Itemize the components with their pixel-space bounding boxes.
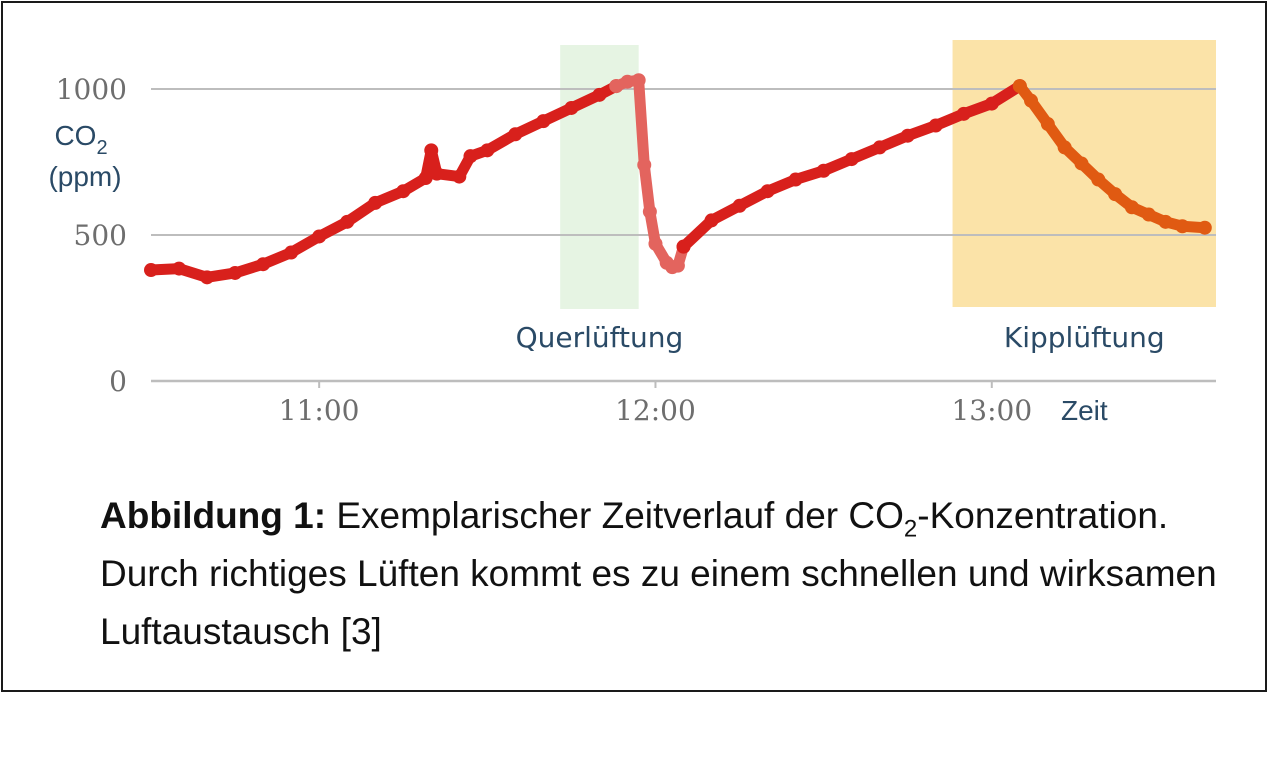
- data-point: [620, 74, 635, 89]
- caption-text-start: Exemplarischer Zeitverlauf der CO: [326, 495, 904, 536]
- data-point: [1197, 220, 1212, 235]
- data-point: [631, 73, 646, 88]
- data-point: [637, 157, 652, 172]
- x-tick-label: 12:00: [615, 394, 696, 427]
- data-point: [648, 236, 663, 251]
- data-point: [172, 261, 187, 276]
- data-point: [1091, 172, 1106, 187]
- data-point: [732, 198, 747, 213]
- data-point: [463, 149, 478, 164]
- data-point: [284, 245, 299, 260]
- data-point: [1074, 156, 1089, 171]
- data-point: [704, 213, 719, 228]
- data-point: [609, 79, 624, 94]
- data-point: [900, 128, 915, 143]
- data-point: [788, 172, 803, 187]
- data-point: [760, 184, 775, 199]
- data-point: [418, 171, 433, 186]
- series-line-1: [145, 80, 622, 283]
- data-point: [670, 258, 685, 273]
- caption-text-end: -Konzentration. Durch richtiges Lüften k…: [100, 495, 1217, 652]
- data-point: [200, 270, 215, 285]
- y-axis-label-unit: (ppm): [48, 161, 121, 192]
- data-point: [452, 169, 467, 184]
- data-point: [1124, 200, 1139, 215]
- data-point: [642, 204, 657, 219]
- data-point: [256, 257, 271, 272]
- data-point: [1108, 187, 1123, 202]
- figure-frame: Querlüftung Kipplüftung 0 500 1000 11:00 12:0…: [1, 1, 1267, 692]
- data-point: [480, 143, 495, 158]
- x-tick-label: 11:00: [279, 394, 360, 427]
- data-point: [984, 96, 999, 111]
- band-label-2: Kipplüftung: [1004, 321, 1165, 354]
- y-axis-label-co2: CO2: [54, 120, 107, 159]
- data-point: [312, 229, 327, 244]
- data-point: [1175, 219, 1190, 234]
- data-point: [429, 166, 444, 181]
- data-point: [368, 195, 383, 210]
- data-point: [956, 106, 971, 121]
- co2-line-chart: Querlüftung Kipplüftung 0 500 1000 11:00 12:0…: [48, 40, 1216, 427]
- data-point: [1057, 140, 1072, 155]
- data-point: [536, 114, 551, 129]
- data-point: [1024, 93, 1039, 108]
- data-point: [872, 140, 887, 155]
- caption-label: Abbildung 1:: [100, 495, 327, 536]
- data-point: [1158, 214, 1173, 229]
- data-point: [928, 118, 943, 133]
- axis-layer: 0 500 1000 11:00 12:00 13:00: [56, 73, 1032, 427]
- data-point: [844, 152, 859, 167]
- caption-subscript: 2: [903, 515, 918, 543]
- x-axis-label: Zeit: [1061, 395, 1108, 426]
- series-layer: [144, 73, 1212, 285]
- figure-caption: Abbildung 1: Exemplarischer Zeitverlauf …: [100, 487, 1220, 661]
- data-point: [816, 163, 831, 178]
- data-point: [1012, 79, 1027, 94]
- data-point: [424, 143, 439, 158]
- data-point: [228, 265, 243, 280]
- data-point: [396, 184, 411, 199]
- y-tick-label: 0: [109, 365, 127, 398]
- band-label-1: Querlüftung: [516, 321, 684, 354]
- y-tick-label: 1000: [56, 73, 127, 106]
- data-point: [508, 127, 523, 142]
- data-point: [144, 263, 158, 278]
- data-point: [592, 87, 607, 102]
- data-point: [340, 214, 355, 229]
- data-point: [676, 239, 691, 254]
- data-point: [564, 100, 579, 115]
- y-tick-label: 500: [74, 219, 127, 252]
- data-point: [1040, 117, 1055, 132]
- data-point: [1141, 207, 1156, 222]
- x-tick-label: 13:00: [951, 394, 1032, 427]
